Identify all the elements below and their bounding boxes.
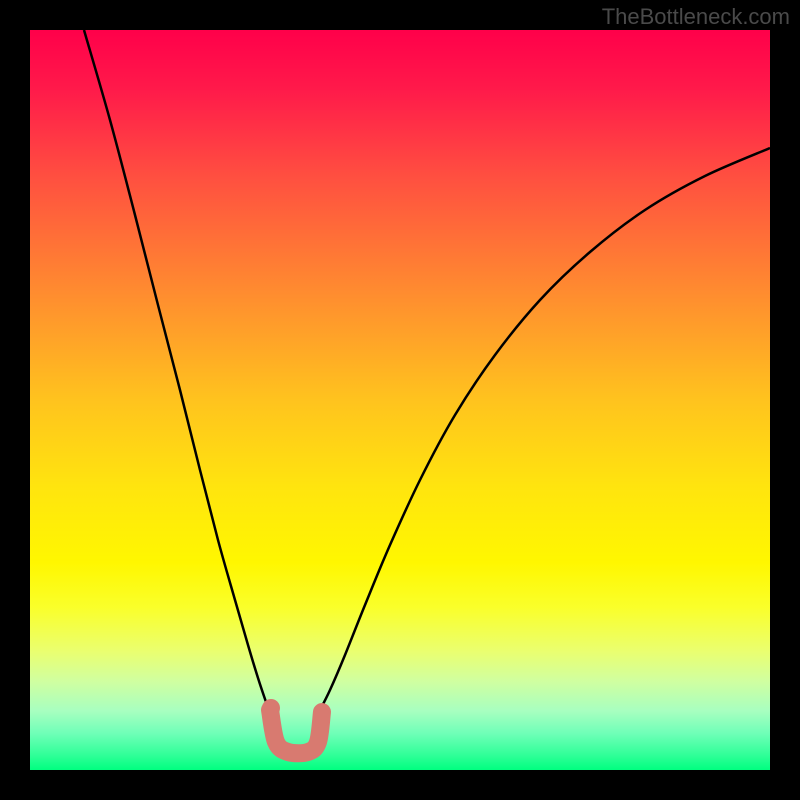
chart-background-gradient [30, 30, 770, 770]
chart-plot-area [30, 30, 770, 770]
watermark-text: TheBottleneck.com [602, 4, 790, 30]
